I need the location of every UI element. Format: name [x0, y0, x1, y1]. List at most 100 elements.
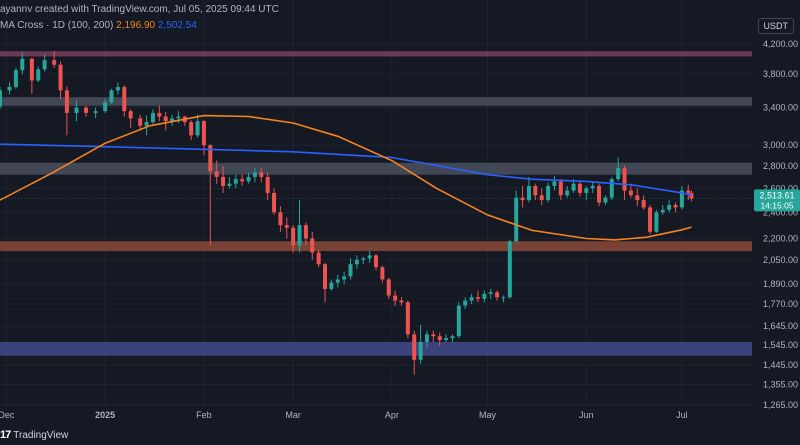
candle-body-44 [303, 225, 308, 239]
price-label-value: 2,513.61 [759, 190, 794, 200]
candle-body-63 [424, 334, 429, 342]
y-tick-label-1: 3,800.00 [763, 69, 798, 79]
x-tick-label-4: Apr [385, 410, 399, 420]
y-tick-label-6: 2,400.00 [763, 207, 798, 217]
candle-body-57 [386, 279, 391, 296]
zone-2 [0, 162, 752, 175]
candle-body-21 [157, 112, 162, 117]
candle-body-67 [450, 336, 455, 339]
zone-1 [0, 97, 752, 106]
candle-body-80 [533, 185, 538, 196]
candle-body-88 [584, 188, 589, 193]
candle-body-17 [128, 111, 133, 119]
candle-body-11 [84, 107, 89, 113]
price-label-box [754, 189, 800, 212]
candle-body-85 [565, 190, 570, 196]
candle-body-82 [546, 185, 551, 201]
candle-body-81 [539, 195, 544, 201]
x-tick-label-3: Mar [285, 410, 301, 420]
candle-body-13 [103, 102, 108, 112]
candle-body-72 [482, 293, 487, 299]
candle-body-31 [221, 176, 226, 186]
candle-body-94 [622, 168, 627, 191]
ma-long-value: 2,502.54 [157, 20, 197, 31]
candle-body-97 [641, 200, 646, 208]
x-tick-label-1: 2025 [95, 410, 115, 420]
candle-body-96 [635, 195, 640, 201]
candle-body-1 [7, 87, 12, 91]
candle-body-68 [456, 305, 461, 337]
candle-body-23 [170, 118, 175, 122]
candle-body-98 [648, 207, 653, 232]
candle-body-95 [628, 190, 633, 196]
candle-body-74 [495, 292, 500, 298]
indicator-legend[interactable]: MA Cross · 1D (100, 200) 2,196.90 2,502.… [0, 20, 197, 31]
candle-body-30 [214, 171, 219, 177]
candle-body-93 [616, 168, 621, 180]
candle-body-87 [577, 183, 582, 193]
y-tick-label-4: 2,800.00 [763, 161, 798, 171]
candle-body-43 [297, 225, 302, 246]
currency-label[interactable]: USDT [757, 18, 794, 34]
candle-body-37 [259, 172, 264, 177]
candle-body-6 [42, 60, 47, 70]
candle-body-90 [597, 185, 602, 203]
candle-body-47 [323, 264, 328, 290]
ma-short-line [0, 114, 692, 241]
y-tick-label-8: 2,050.00 [763, 255, 798, 265]
y-tick-label-10: 1,770.00 [763, 299, 798, 309]
candle-body-16 [122, 87, 127, 112]
y-tick-label-12: 1,545.00 [763, 340, 798, 350]
y-tick-label-15: 1,265.00 [763, 400, 798, 410]
x-tick-label-0: Dec [0, 410, 15, 420]
candle-body-22 [163, 116, 168, 122]
x-tick-label-7: Jul [676, 410, 688, 420]
tradingview-brand: TradingView [13, 429, 69, 441]
candle-body-71 [475, 297, 480, 299]
candle-body-50 [342, 276, 347, 280]
candle-body-58 [393, 295, 398, 301]
candle-body-36 [252, 172, 257, 177]
candle-body-56 [380, 267, 385, 280]
candle-body-38 [265, 176, 270, 193]
candle-body-102 [673, 204, 678, 208]
candle-body-7 [52, 60, 57, 65]
candle-body-12 [93, 111, 98, 113]
ma-long-line [0, 143, 692, 197]
creator-text: ayannv created with TradingView.com, Jul… [0, 4, 279, 15]
candle-body-61 [412, 334, 417, 360]
x-tick-label-2: Feb [196, 410, 212, 420]
y-tick-label-3: 3,000.00 [763, 140, 798, 150]
candle-body-41 [284, 225, 289, 228]
candle-body-99 [654, 212, 659, 232]
y-tick-label-11: 1,645.00 [763, 321, 798, 331]
candle-body-26 [189, 122, 194, 136]
y-tick-label-5: 2,600.00 [763, 183, 798, 193]
candle-body-105 [689, 192, 694, 199]
candle-body-53 [361, 258, 366, 260]
candle-body-46 [316, 252, 321, 265]
candle-body-52 [354, 259, 359, 265]
candle-body-40 [278, 212, 283, 226]
chart-attribution: ayannv created with TradingView.com, Jul… [0, 4, 279, 15]
candle-body-10 [74, 107, 79, 113]
candle-body-8 [58, 64, 63, 91]
candle-body-42 [291, 227, 296, 246]
zone-4 [0, 341, 752, 356]
candle-body-19 [144, 122, 149, 126]
tradingview-logo[interactable]: 17 TradingView [0, 429, 68, 441]
candle-body-76 [507, 241, 512, 298]
zone-0 [0, 51, 752, 57]
candle-body-70 [469, 297, 474, 301]
ma-short-value: 2,196.90 [116, 20, 156, 31]
candle-body-69 [463, 300, 468, 306]
candle-body-66 [444, 338, 449, 341]
candle-body-60 [405, 302, 410, 335]
candle-body-29 [208, 145, 213, 172]
candle-body-100 [660, 209, 665, 213]
y-tick-label-9: 1,890.00 [763, 279, 798, 289]
y-tick-label-13: 1,445.00 [763, 360, 798, 370]
candle-body-45 [310, 238, 315, 253]
